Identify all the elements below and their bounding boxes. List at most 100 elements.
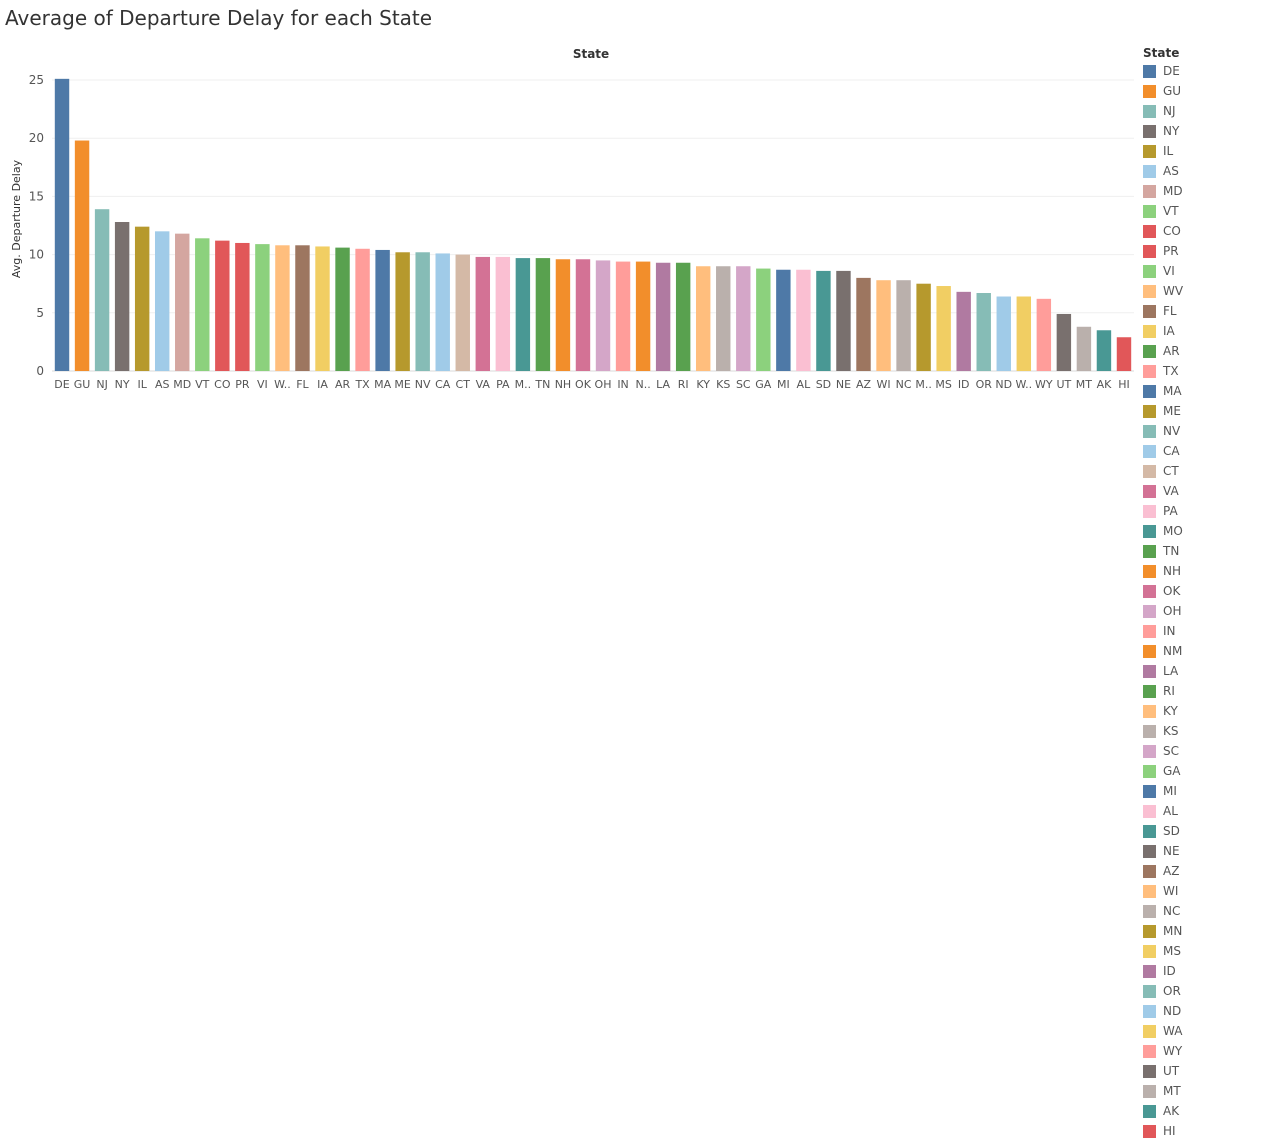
bar-sd[interactable] <box>816 270 831 371</box>
bar-nc[interactable] <box>896 280 911 371</box>
bar-vt[interactable] <box>195 238 210 371</box>
legend-item[interactable]: AZ <box>1143 861 1278 881</box>
legend-item[interactable]: GU <box>1143 81 1278 101</box>
legend-item[interactable]: MS <box>1143 941 1278 961</box>
bar-ak[interactable] <box>1096 330 1112 371</box>
bar-in[interactable] <box>615 261 631 371</box>
bar-id[interactable] <box>956 291 971 371</box>
legend-item[interactable]: NE <box>1143 841 1278 861</box>
bar-pa[interactable] <box>495 256 511 371</box>
bar-wa[interactable] <box>1016 296 1032 371</box>
legend-item[interactable]: AS <box>1143 161 1278 181</box>
bar-ia[interactable] <box>315 246 330 371</box>
bar-as[interactable] <box>154 231 170 371</box>
bar-mt[interactable] <box>1076 326 1092 371</box>
legend-item[interactable]: MD <box>1143 181 1278 201</box>
legend-item[interactable]: ID <box>1143 961 1278 981</box>
legend-item[interactable]: VI <box>1143 261 1278 281</box>
bar-tx[interactable] <box>355 248 370 371</box>
legend-item[interactable]: CT <box>1143 461 1278 481</box>
bar-nj[interactable] <box>94 209 110 371</box>
bar-ne[interactable] <box>836 270 851 371</box>
legend-item[interactable]: NJ <box>1143 101 1278 121</box>
bar-tn[interactable] <box>535 258 551 371</box>
bar-ky[interactable] <box>695 266 711 371</box>
bar-nv[interactable] <box>415 252 430 371</box>
legend-item[interactable]: MI <box>1143 781 1278 801</box>
bar-ok[interactable] <box>575 259 591 371</box>
bar-ut[interactable] <box>1056 313 1072 371</box>
legend-item[interactable]: KS <box>1143 721 1278 741</box>
bar-ga[interactable] <box>756 268 771 371</box>
legend-item[interactable]: AL <box>1143 801 1278 821</box>
legend-item[interactable]: UT <box>1143 1061 1278 1081</box>
bar-mo[interactable] <box>515 258 531 371</box>
bar-nd[interactable] <box>996 296 1011 371</box>
bar-mi[interactable] <box>776 269 791 371</box>
bar-nm[interactable] <box>635 261 651 371</box>
legend-item[interactable]: PR <box>1143 241 1278 261</box>
legend-item[interactable]: CA <box>1143 441 1278 461</box>
bar-sc[interactable] <box>736 266 751 371</box>
legend-item[interactable]: SD <box>1143 821 1278 841</box>
legend-item[interactable]: KY <box>1143 701 1278 721</box>
legend-item[interactable]: SC <box>1143 741 1278 761</box>
bar-ks[interactable] <box>716 266 731 371</box>
legend-item[interactable]: WA <box>1143 1021 1278 1041</box>
bar-nh[interactable] <box>555 259 571 371</box>
legend-item[interactable]: MO <box>1143 521 1278 541</box>
bar-ma[interactable] <box>375 249 390 371</box>
bar-ar[interactable] <box>335 247 350 371</box>
legend-item[interactable]: TX <box>1143 361 1278 381</box>
legend-item[interactable]: NM <box>1143 641 1278 661</box>
legend-item[interactable]: IA <box>1143 321 1278 341</box>
legend-item[interactable]: OR <box>1143 981 1278 1001</box>
bar-wi[interactable] <box>876 280 891 371</box>
bar-ct[interactable] <box>455 254 470 371</box>
legend-item[interactable]: IN <box>1143 621 1278 641</box>
legend-item[interactable]: WI <box>1143 881 1278 901</box>
legend-item[interactable]: GA <box>1143 761 1278 781</box>
legend-item[interactable]: RI <box>1143 681 1278 701</box>
legend-item[interactable]: NY <box>1143 121 1278 141</box>
legend-item[interactable]: AK <box>1143 1101 1278 1121</box>
legend-item[interactable]: IL <box>1143 141 1278 161</box>
bar-hi[interactable] <box>1116 337 1132 371</box>
legend-item[interactable]: WV <box>1143 281 1278 301</box>
bar-wv[interactable] <box>275 245 290 371</box>
legend-item[interactable]: CO <box>1143 221 1278 241</box>
legend-item[interactable]: DE <box>1143 61 1278 81</box>
legend-item[interactable]: TN <box>1143 541 1278 561</box>
bar-il[interactable] <box>134 226 150 371</box>
legend-item[interactable]: OH <box>1143 601 1278 621</box>
bar-ny[interactable] <box>114 222 130 371</box>
legend-item[interactable]: ME <box>1143 401 1278 421</box>
bar-la[interactable] <box>655 262 671 371</box>
bar-co[interactable] <box>215 240 230 371</box>
bar-pr[interactable] <box>235 242 250 371</box>
bar-mn[interactable] <box>916 283 931 371</box>
legend-item[interactable]: HI <box>1143 1121 1278 1141</box>
bar-md[interactable] <box>175 233 190 371</box>
legend-item[interactable]: WY <box>1143 1041 1278 1061</box>
bar-ri[interactable] <box>675 262 691 371</box>
bar-va[interactable] <box>475 256 491 371</box>
bar-de[interactable] <box>54 78 70 371</box>
legend-item[interactable]: MA <box>1143 381 1278 401</box>
legend-item[interactable]: PA <box>1143 501 1278 521</box>
legend-item[interactable]: VA <box>1143 481 1278 501</box>
legend-item[interactable]: AR <box>1143 341 1278 361</box>
bar-oh[interactable] <box>595 260 611 371</box>
bar-gu[interactable] <box>74 140 90 371</box>
bar-me[interactable] <box>395 252 410 371</box>
legend-item[interactable]: FL <box>1143 301 1278 321</box>
bar-ms[interactable] <box>936 286 951 371</box>
bar-or[interactable] <box>976 293 991 371</box>
legend-item[interactable]: OK <box>1143 581 1278 601</box>
legend-item[interactable]: ND <box>1143 1001 1278 1021</box>
bar-az[interactable] <box>856 277 871 371</box>
legend-item[interactable]: NH <box>1143 561 1278 581</box>
legend-item[interactable]: VT <box>1143 201 1278 221</box>
legend-item[interactable]: MT <box>1143 1081 1278 1101</box>
bar-wy[interactable] <box>1036 298 1052 371</box>
